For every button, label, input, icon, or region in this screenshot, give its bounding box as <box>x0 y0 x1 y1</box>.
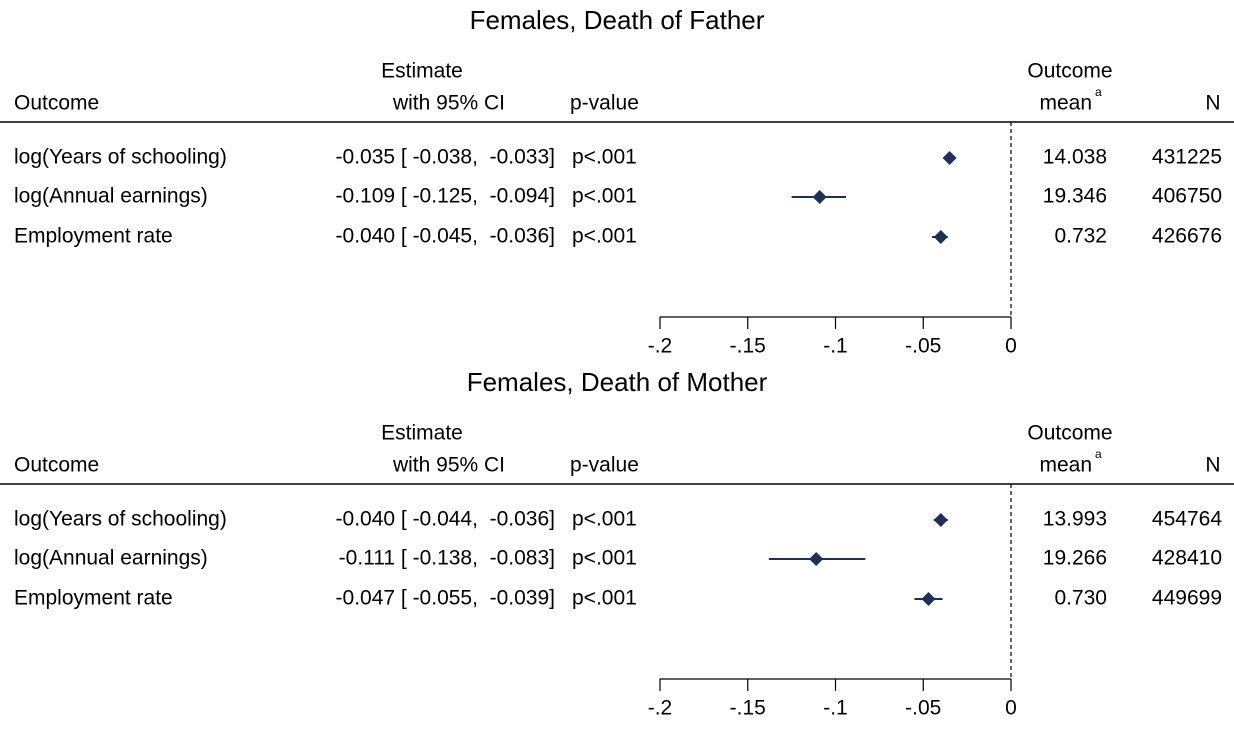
n-count: 406750 <box>1152 185 1222 208</box>
x-tick-label: -.15 <box>730 335 766 358</box>
header: mean <box>1039 92 1092 115</box>
header: Estimate <box>381 60 463 83</box>
header: N <box>1205 92 1220 115</box>
n-count: 426676 <box>1152 225 1222 248</box>
estimate-marker <box>933 230 948 244</box>
header-note: a <box>1095 447 1102 461</box>
estimate-label: -0.047 [ -0.055, -0.039] <box>336 587 555 610</box>
estimate-label: -0.040 [ -0.044, -0.036] <box>336 508 555 531</box>
outcome-label: log(Years of schooling) <box>14 508 227 531</box>
outcome-mean: 19.266 <box>1043 547 1107 570</box>
x-tick-label: -.05 <box>905 697 941 720</box>
x-tick-label: 0 <box>1005 697 1017 720</box>
estimate-label: -0.040 [ -0.045, -0.036] <box>336 225 555 248</box>
outcome-label: Employment rate <box>14 587 173 610</box>
p-value: p<.001 <box>572 587 637 610</box>
estimate-marker <box>933 513 948 527</box>
header: p-value <box>570 92 639 115</box>
estimate-label: -0.111 [ -0.138, -0.083] <box>339 547 555 570</box>
header: Outcome <box>14 454 99 477</box>
x-tick-label: -.05 <box>905 335 941 358</box>
n-count: 449699 <box>1152 587 1222 610</box>
outcome-mean: 0.732 <box>1054 225 1107 248</box>
estimate-marker <box>812 190 827 204</box>
header: with 95% CI <box>392 454 505 477</box>
header: Outcome <box>1027 422 1112 445</box>
outcome-label: log(Annual earnings) <box>14 547 208 570</box>
p-value: p<.001 <box>572 225 637 248</box>
p-value: p<.001 <box>572 185 637 208</box>
header: mean <box>1039 454 1092 477</box>
outcome-mean: 13.993 <box>1043 508 1107 531</box>
panel-title: Females, Death of Father <box>470 5 765 35</box>
x-tick-label: 0 <box>1005 335 1017 358</box>
outcome-mean: 19.346 <box>1043 185 1107 208</box>
header: Outcome <box>1027 60 1112 83</box>
outcome-mean: 14.038 <box>1043 146 1107 169</box>
header: Outcome <box>14 92 99 115</box>
x-tick-label: -.2 <box>648 335 673 358</box>
outcome-label: Employment rate <box>14 225 173 248</box>
p-value: p<.001 <box>572 547 637 570</box>
x-tick-label: -.1 <box>823 697 848 720</box>
p-value: p<.001 <box>572 146 637 169</box>
estimate-label: -0.035 [ -0.038, -0.033] <box>336 146 555 169</box>
x-tick-label: -.1 <box>823 335 848 358</box>
outcome-mean: 0.730 <box>1054 587 1107 610</box>
header: N <box>1205 454 1220 477</box>
panel-title: Females, Death of Mother <box>467 367 768 397</box>
n-count: 428410 <box>1152 547 1222 570</box>
header: p-value <box>570 454 639 477</box>
p-value: p<.001 <box>572 508 637 531</box>
n-count: 454764 <box>1152 508 1222 531</box>
header: with 95% CI <box>392 92 505 115</box>
outcome-label: log(Years of schooling) <box>14 146 227 169</box>
x-tick-label: -.2 <box>648 697 673 720</box>
estimate-marker <box>921 592 936 606</box>
n-count: 431225 <box>1152 146 1222 169</box>
x-tick-label: -.15 <box>730 697 766 720</box>
estimate-label: -0.109 [ -0.125, -0.094] <box>336 185 555 208</box>
header: Estimate <box>381 422 463 445</box>
outcome-label: log(Annual earnings) <box>14 185 208 208</box>
header-note: a <box>1095 85 1102 99</box>
estimate-marker <box>809 552 824 566</box>
estimate-marker <box>942 151 957 165</box>
